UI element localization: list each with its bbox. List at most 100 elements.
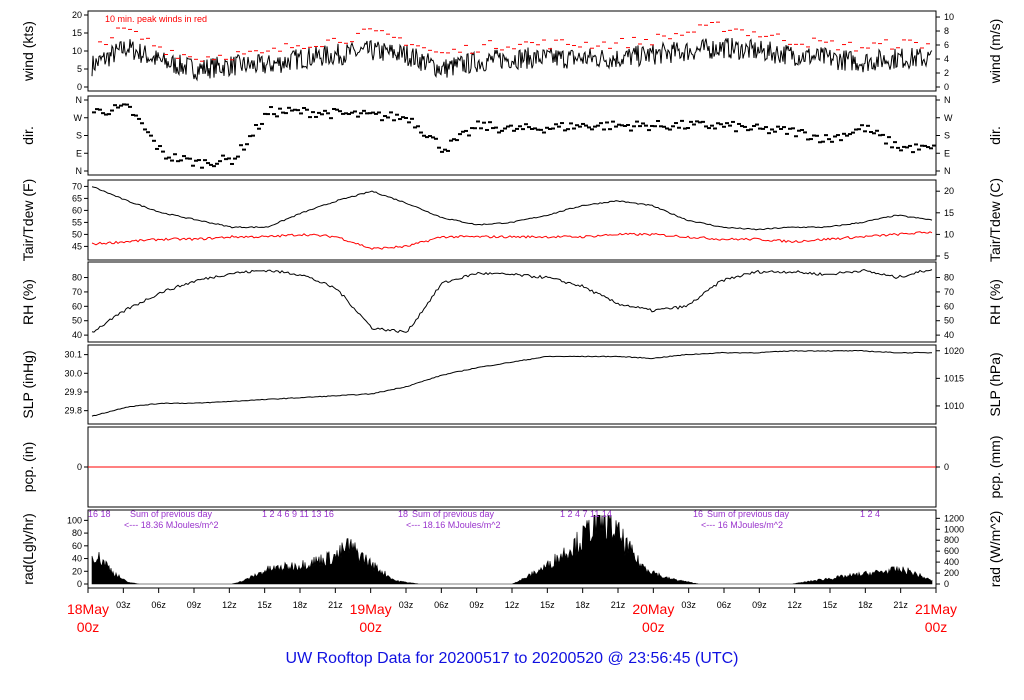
dir-point — [914, 143, 918, 146]
dir-point — [122, 103, 126, 106]
dir-point — [737, 122, 741, 125]
chart-title: UW Rooftop Data for 20200517 to 20200520… — [285, 650, 739, 667]
tick-label-right-wind: 10 — [944, 12, 954, 22]
tick-label-right-temp: 20 — [944, 186, 954, 196]
dir-point — [503, 127, 507, 130]
dir-point — [338, 110, 342, 113]
dir-point — [317, 111, 321, 114]
rad-hours-label: 16 — [693, 509, 703, 519]
dir-point — [194, 159, 198, 162]
x-hour-label: 21z — [328, 600, 343, 610]
tick-label-right-rad: 600 — [944, 546, 959, 556]
rad-sum-value: <--- 18.36 MJoules/m^2 — [124, 520, 219, 530]
dir-point — [809, 138, 813, 141]
dir-point — [740, 125, 744, 128]
dir-point — [542, 131, 546, 134]
dir-point — [764, 126, 768, 129]
x-day-time: 00z — [77, 619, 100, 635]
dir-point — [704, 125, 708, 128]
dir-point — [767, 132, 771, 135]
dir-point — [725, 122, 729, 125]
dir-point — [257, 127, 261, 130]
dir-point — [665, 127, 669, 130]
dir-point — [896, 146, 900, 149]
dir-point — [404, 116, 408, 119]
dir-point — [368, 112, 372, 115]
dir-point — [224, 158, 228, 161]
dir-point — [560, 122, 564, 125]
dir-point — [470, 127, 474, 130]
tick-label-left-rad: 80 — [72, 528, 82, 538]
tick-label-right-rh: 80 — [944, 273, 954, 283]
dir-point — [242, 148, 246, 151]
dir-point — [152, 139, 156, 142]
dir-point — [695, 120, 699, 123]
dir-point — [266, 113, 270, 116]
dir-point — [563, 129, 567, 132]
tick-label-left-rad: 60 — [72, 541, 82, 551]
dir-point — [176, 160, 180, 163]
dir-point — [197, 159, 201, 162]
x-hour-label: 12z — [505, 600, 520, 610]
dir-point — [821, 140, 825, 143]
dir-point — [743, 125, 747, 128]
dir-point — [356, 115, 360, 118]
dir-point — [692, 123, 696, 126]
x-day-label: 20May — [632, 601, 674, 617]
tick-label-left-wind: 10 — [72, 46, 82, 56]
tick-label-left-dir: W — [74, 113, 83, 123]
dir-point — [590, 128, 594, 131]
panel-frame-temp — [87, 179, 937, 261]
dir-point — [365, 112, 369, 115]
dir-point — [773, 130, 777, 133]
dir-point — [341, 112, 345, 115]
dir-point — [869, 131, 873, 134]
dir-point — [113, 104, 117, 107]
dir-point — [275, 115, 279, 118]
dir-point — [263, 112, 267, 115]
dir-point — [860, 124, 864, 127]
dir-point — [557, 125, 561, 128]
dir-point — [554, 123, 558, 126]
tick-label-left-dir: N — [76, 95, 83, 105]
dir-point — [335, 108, 339, 111]
dir-point — [638, 125, 642, 128]
dir-point — [929, 147, 933, 150]
dir-point — [476, 120, 480, 123]
dir-point — [443, 148, 447, 151]
dir-point — [425, 136, 429, 139]
dir-point — [155, 147, 159, 150]
dir-point — [410, 117, 414, 120]
ylabel-right-temp: Tair/Tdew (C) — [987, 178, 1003, 262]
dir-point — [533, 127, 537, 130]
dir-point — [131, 113, 135, 116]
dir-point — [620, 124, 624, 127]
dir-point — [530, 127, 534, 130]
dir-point — [599, 122, 603, 125]
rad-sum-label: Sum of previous day — [130, 509, 213, 519]
ylabel-right-dir: dir. — [987, 126, 1003, 145]
dir-point — [890, 146, 894, 149]
dir-point — [167, 156, 171, 159]
tick-label-left-wind: 5 — [77, 64, 82, 74]
dir-point — [713, 127, 717, 130]
dir-point — [641, 122, 645, 125]
dir-point — [863, 130, 867, 133]
x-hour-label: 03z — [116, 600, 131, 610]
x-hour-label: 21z — [893, 600, 908, 610]
dir-point — [305, 108, 309, 111]
dir-point — [107, 113, 111, 116]
tick-label-right-slp: 1020 — [944, 346, 964, 356]
rad-sum-value: <--- 18.16 MJoules/m^2 — [406, 520, 501, 530]
dir-point — [461, 130, 465, 133]
dir-point — [422, 134, 426, 137]
dir-point — [179, 159, 183, 162]
dir-point — [668, 128, 672, 131]
rad-hours-label: 16 18 — [88, 509, 111, 519]
dir-point — [287, 106, 291, 109]
dir-point — [833, 135, 837, 138]
tick-label-right-temp: 15 — [944, 208, 954, 218]
x-day-label: 18May — [67, 601, 109, 617]
tick-label-left-rh: 60 — [72, 301, 82, 311]
x-hour-label: 12z — [222, 600, 237, 610]
